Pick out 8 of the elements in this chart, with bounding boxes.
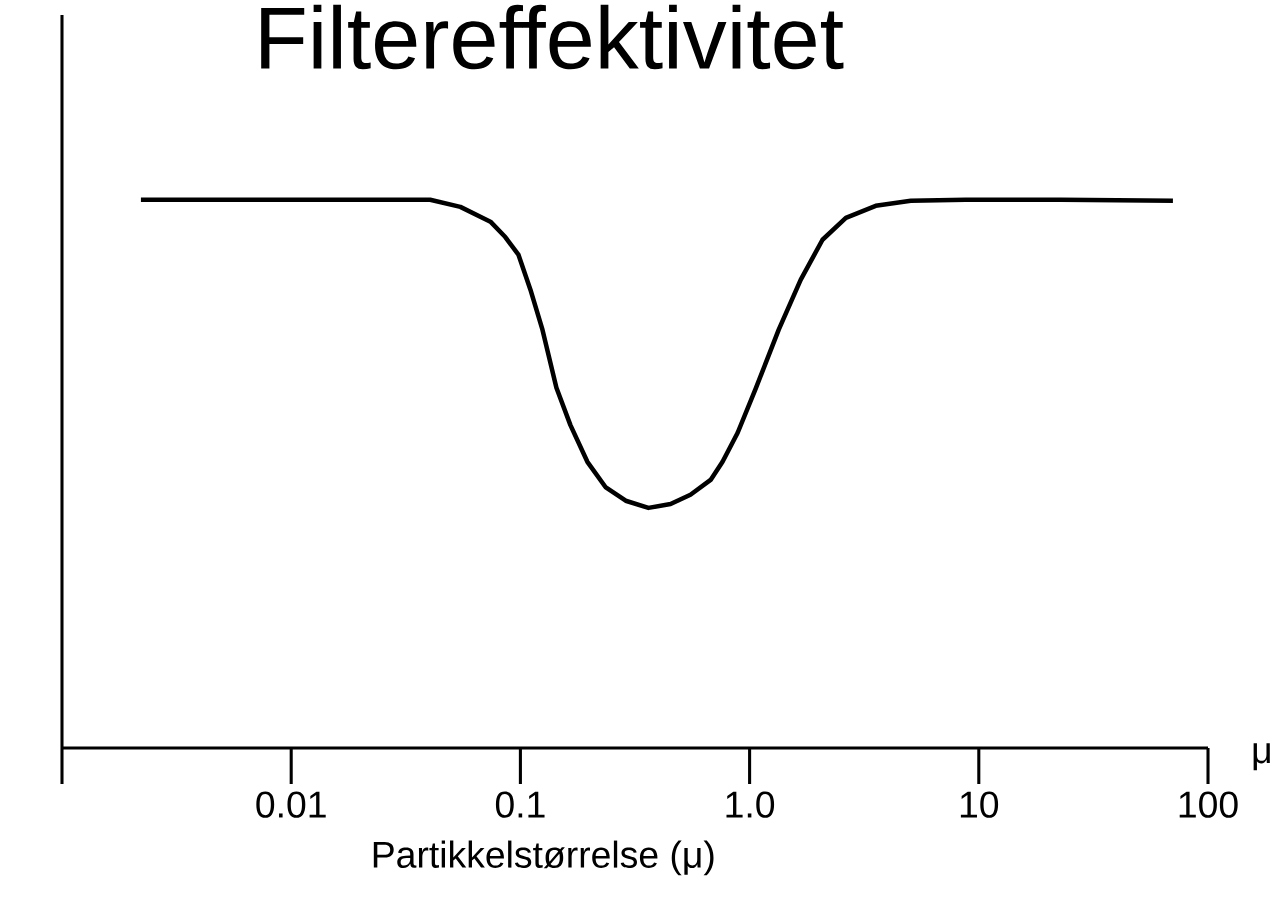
x-tick-label: 0.1 [495,791,545,818]
text: μ [1253,743,1270,771]
x-axis-title: Partikkelstørrelse (μ) [373,840,714,876]
x-tick-label: 1.0 [726,791,775,818]
chart-title: Filtereffektivitet [261,4,844,70]
x-tick-label: 10 [960,791,999,818]
x-tick-label: 100 [1179,791,1238,818]
x-tick-label: 0.01 [256,791,326,818]
